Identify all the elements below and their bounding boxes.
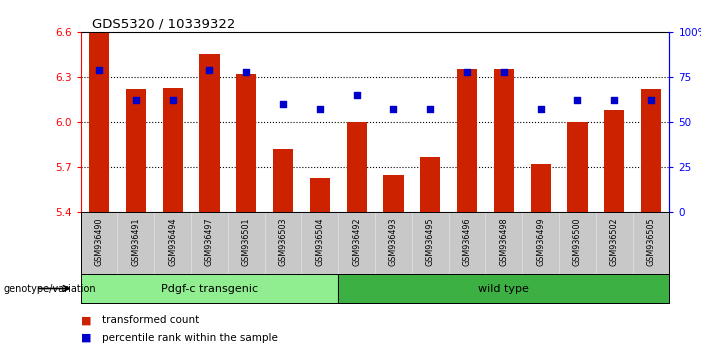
Text: genotype/variation: genotype/variation: [4, 284, 96, 293]
Bar: [199, 55, 219, 212]
Text: GDS5320 / 10339322: GDS5320 / 10339322: [93, 18, 236, 31]
Point: [498, 69, 510, 74]
Text: GSM936502: GSM936502: [610, 217, 619, 266]
Point: [93, 67, 104, 73]
Point: [278, 101, 289, 107]
Bar: [346, 122, 367, 212]
Bar: [494, 69, 514, 212]
Bar: [89, 33, 109, 212]
Text: GSM936504: GSM936504: [315, 217, 325, 266]
Bar: [383, 175, 404, 212]
Bar: [641, 89, 661, 212]
Text: ■: ■: [81, 315, 91, 325]
Text: ■: ■: [81, 333, 91, 343]
Point: [572, 98, 583, 103]
Text: GSM936505: GSM936505: [646, 217, 655, 266]
Text: wild type: wild type: [478, 284, 529, 293]
Text: GSM936496: GSM936496: [463, 217, 472, 266]
Point: [388, 107, 399, 112]
Text: GSM936492: GSM936492: [352, 217, 361, 266]
Point: [130, 98, 142, 103]
Bar: [273, 149, 293, 212]
Bar: [567, 122, 587, 212]
Point: [461, 69, 472, 74]
Text: GSM936493: GSM936493: [389, 217, 398, 266]
Text: GSM936500: GSM936500: [573, 217, 582, 266]
Bar: [531, 164, 551, 212]
Point: [204, 67, 215, 73]
Text: GSM936495: GSM936495: [426, 217, 435, 266]
Text: GSM936491: GSM936491: [131, 217, 140, 266]
Bar: [236, 74, 257, 212]
Text: GSM936490: GSM936490: [95, 217, 104, 266]
Bar: [420, 157, 440, 212]
Bar: [604, 110, 625, 212]
Text: GSM936499: GSM936499: [536, 217, 545, 266]
Text: GSM936503: GSM936503: [278, 217, 287, 266]
Point: [351, 92, 362, 98]
Bar: [125, 89, 146, 212]
Bar: [163, 87, 183, 212]
Text: transformed count: transformed count: [102, 315, 199, 325]
Text: GSM936497: GSM936497: [205, 217, 214, 266]
Point: [608, 98, 620, 103]
Point: [646, 98, 657, 103]
Point: [314, 107, 325, 112]
Text: percentile rank within the sample: percentile rank within the sample: [102, 333, 278, 343]
Bar: [457, 69, 477, 212]
Point: [425, 107, 436, 112]
Point: [240, 69, 252, 74]
Text: GSM936494: GSM936494: [168, 217, 177, 266]
Point: [167, 98, 178, 103]
Point: [535, 107, 546, 112]
Text: GSM936498: GSM936498: [499, 217, 508, 266]
Bar: [310, 178, 330, 212]
Text: GSM936501: GSM936501: [242, 217, 251, 266]
Text: Pdgf-c transgenic: Pdgf-c transgenic: [161, 284, 258, 293]
